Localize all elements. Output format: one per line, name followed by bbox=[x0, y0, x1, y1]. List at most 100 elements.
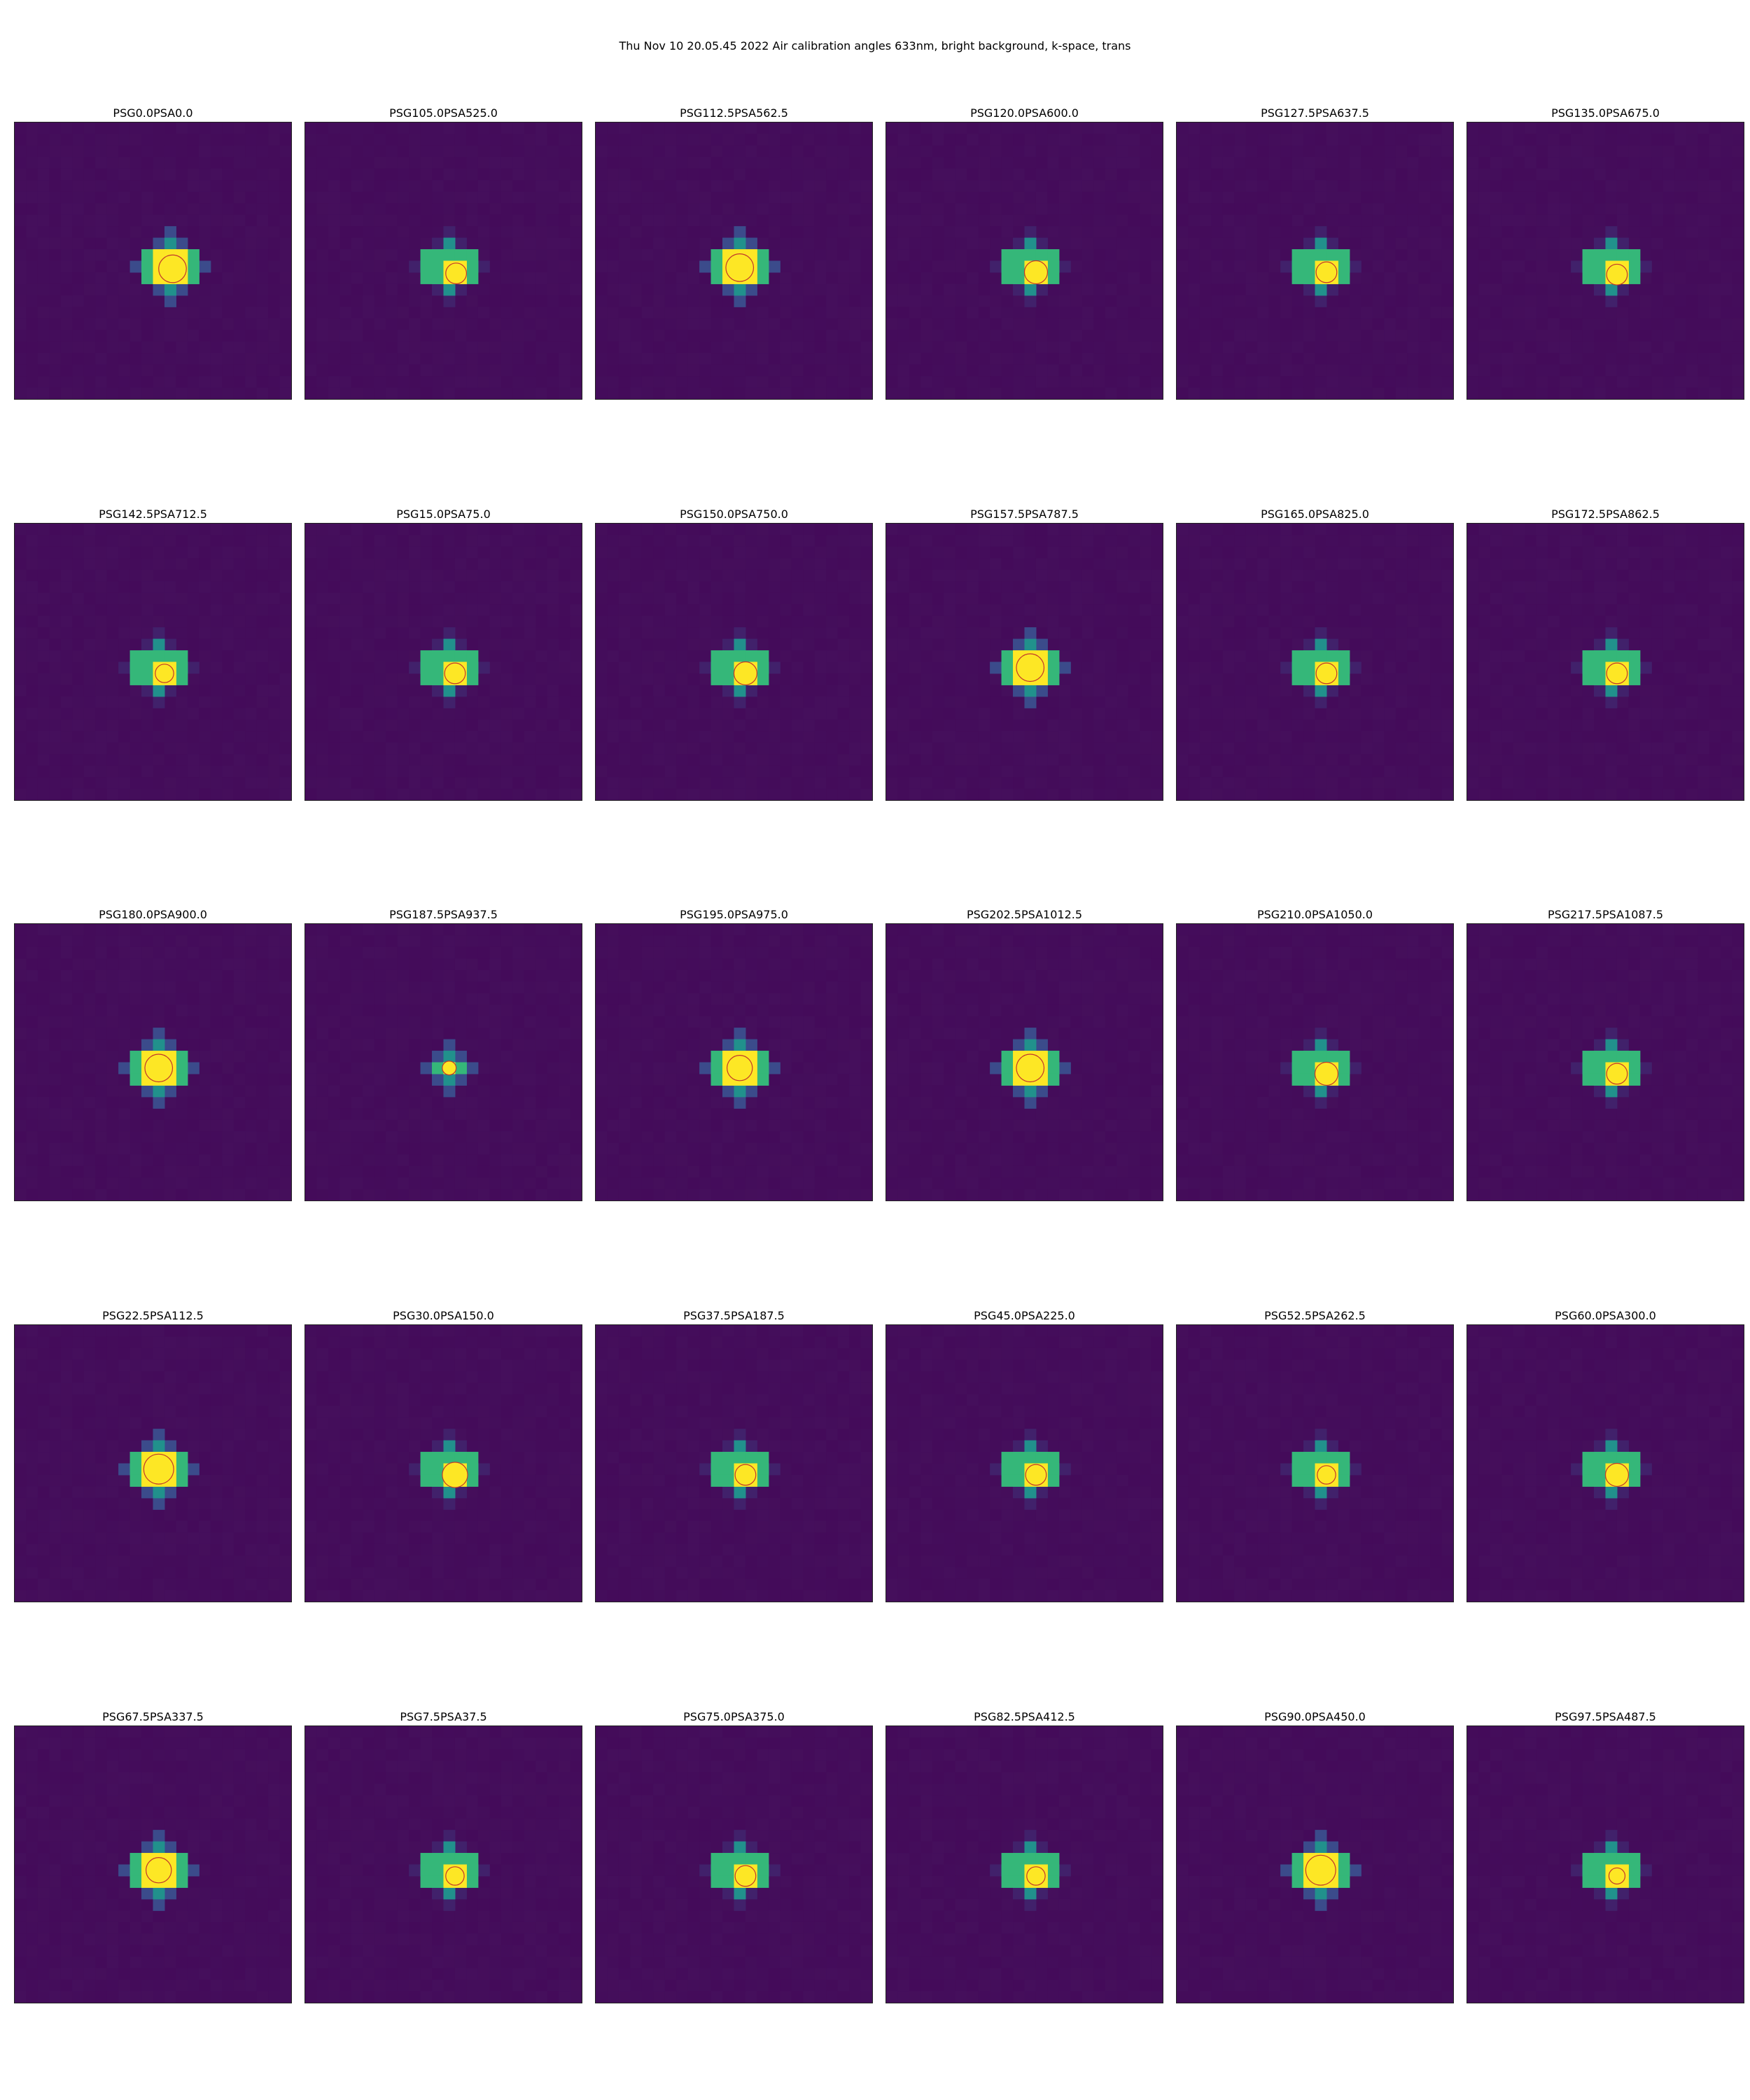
background-cell bbox=[37, 214, 50, 227]
background-cell bbox=[1268, 203, 1281, 216]
background-cell bbox=[374, 203, 386, 216]
background-cell bbox=[978, 341, 990, 354]
background-cell bbox=[1662, 191, 1675, 204]
background-cell bbox=[420, 524, 433, 536]
background-cell bbox=[316, 535, 329, 547]
background-cell bbox=[1616, 226, 1629, 239]
background-cell bbox=[536, 558, 548, 570]
background-cell bbox=[130, 364, 142, 377]
background-cell bbox=[955, 307, 967, 319]
background-cell bbox=[524, 168, 536, 181]
background-cell bbox=[1105, 180, 1117, 192]
background-cell bbox=[305, 249, 317, 261]
background-cell bbox=[106, 272, 119, 284]
background-cell bbox=[710, 191, 723, 204]
background-cell bbox=[153, 122, 165, 134]
background-cell bbox=[570, 638, 582, 651]
background-cell bbox=[886, 203, 898, 216]
background-cell bbox=[316, 260, 329, 273]
background-cell bbox=[687, 376, 700, 388]
background-cell bbox=[1582, 353, 1595, 365]
background-cell bbox=[1582, 387, 1595, 399]
background-cell bbox=[932, 134, 944, 146]
background-cell bbox=[1013, 387, 1025, 399]
background-cell bbox=[860, 134, 872, 146]
spot-halo-cell bbox=[1616, 284, 1629, 296]
background-cell bbox=[1721, 237, 1733, 250]
background-cell bbox=[1199, 272, 1212, 284]
background-cell bbox=[1651, 364, 1664, 377]
background-cell bbox=[386, 387, 398, 399]
background-cell bbox=[1395, 353, 1408, 365]
background-cell bbox=[512, 546, 525, 559]
background-cell bbox=[1140, 145, 1152, 158]
background-cell bbox=[176, 754, 188, 766]
background-cell bbox=[1292, 122, 1304, 134]
background-cell bbox=[1418, 157, 1431, 169]
background-cell bbox=[757, 122, 769, 134]
background-cell bbox=[1467, 214, 1479, 227]
background-cell bbox=[420, 546, 433, 559]
background-cell bbox=[141, 341, 153, 354]
background-cell bbox=[1140, 191, 1152, 204]
background-cell bbox=[1441, 122, 1453, 134]
background-cell bbox=[83, 638, 96, 651]
background-cell bbox=[536, 168, 548, 181]
background-cell bbox=[1674, 226, 1687, 239]
background-cell bbox=[559, 237, 571, 250]
background-cell bbox=[1349, 295, 1362, 307]
background-cell bbox=[512, 145, 525, 158]
background-cell bbox=[653, 376, 666, 388]
background-cell bbox=[386, 168, 398, 181]
background-cell bbox=[1490, 353, 1502, 365]
background-cell bbox=[791, 168, 804, 181]
background-cell bbox=[95, 318, 108, 330]
background-cell bbox=[397, 604, 410, 617]
background-cell bbox=[1559, 191, 1572, 204]
background-cell bbox=[1188, 307, 1200, 319]
background-cell bbox=[1245, 387, 1258, 399]
background-cell bbox=[1548, 284, 1560, 296]
background-cell bbox=[547, 284, 559, 296]
background-cell bbox=[95, 237, 108, 250]
background-cell bbox=[944, 272, 956, 284]
background-cell bbox=[547, 226, 559, 239]
background-cell bbox=[222, 754, 234, 766]
background-cell bbox=[944, 191, 956, 204]
background-cell bbox=[547, 122, 559, 134]
background-cell bbox=[897, 307, 910, 319]
background-cell bbox=[1651, 249, 1664, 261]
background-cell bbox=[1698, 249, 1710, 261]
background-cell bbox=[340, 237, 352, 250]
background-cell bbox=[1430, 364, 1443, 377]
background-cell bbox=[106, 376, 119, 388]
background-cell bbox=[1234, 353, 1247, 365]
spot-mid-cell bbox=[443, 249, 456, 261]
background-cell bbox=[791, 272, 804, 284]
background-cell bbox=[210, 145, 223, 158]
background-cell bbox=[1582, 318, 1595, 330]
heatmap-image bbox=[886, 122, 1163, 400]
background-cell bbox=[141, 627, 153, 640]
background-cell bbox=[849, 295, 862, 307]
background-cell bbox=[164, 364, 176, 377]
background-cell bbox=[1721, 353, 1733, 365]
background-cell bbox=[1407, 226, 1420, 239]
background-cell bbox=[849, 203, 862, 216]
background-cell bbox=[409, 203, 421, 216]
background-cell bbox=[596, 145, 608, 158]
background-cell bbox=[26, 226, 38, 239]
background-cell bbox=[386, 318, 398, 330]
background-cell bbox=[1525, 226, 1537, 239]
background-cell bbox=[1395, 249, 1408, 261]
background-cell bbox=[1058, 318, 1071, 330]
background-cell bbox=[245, 168, 258, 181]
background-cell bbox=[1082, 134, 1094, 146]
background-cell bbox=[524, 650, 536, 662]
background-cell bbox=[443, 604, 456, 617]
background-cell bbox=[443, 558, 456, 570]
background-cell bbox=[60, 765, 73, 778]
background-cell bbox=[745, 134, 757, 146]
background-cell bbox=[1582, 330, 1595, 342]
background-cell bbox=[222, 788, 234, 800]
